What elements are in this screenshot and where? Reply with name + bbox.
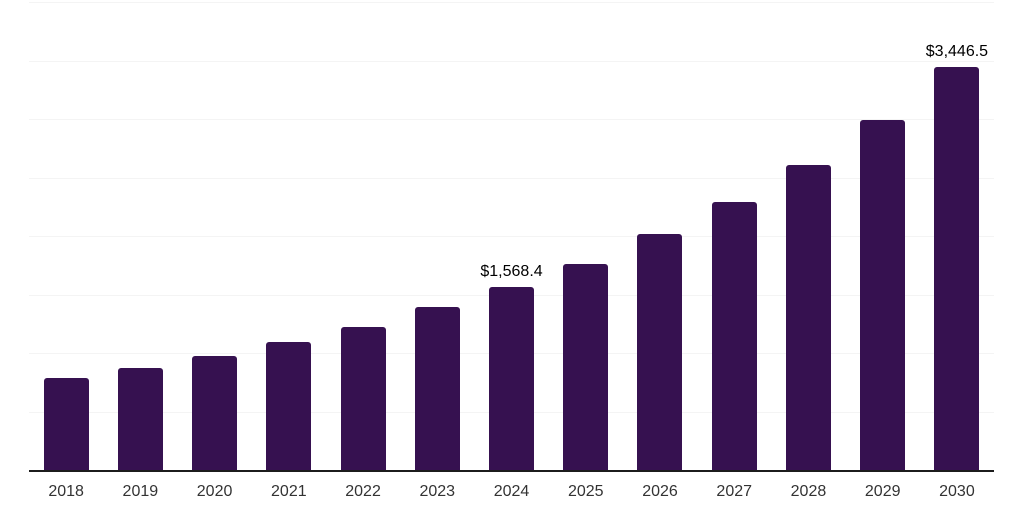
gridline-2500: [29, 177, 994, 179]
x-tick-2018: 2018: [48, 483, 84, 500]
x-tick-2023: 2023: [419, 483, 456, 500]
bar-column-2018: [29, 2, 103, 470]
bar-column-2023: [400, 2, 474, 470]
x-tick-2029: 2029: [864, 483, 901, 500]
bar-2020: [192, 355, 238, 470]
x-tick-2030: 2030: [939, 483, 975, 500]
bar-column-2030: $3,446.5: [920, 2, 994, 470]
bar-column-2021: [252, 2, 326, 470]
bar-column-2022: [326, 2, 400, 470]
bar-2019: [117, 368, 163, 470]
x-tick-2025: 2025: [567, 483, 604, 500]
bar-2029: [860, 119, 906, 470]
x-tick-2026: 2026: [642, 483, 678, 500]
x-tick-2024: 2024: [493, 483, 530, 500]
x-tick-2021: 2021: [271, 483, 307, 500]
bar-column-2020: [177, 2, 251, 470]
bar-2024: [489, 286, 535, 470]
plot-area: $1,568.4 $3,446.5: [29, 2, 994, 472]
x-axis: 2018 2019 2020 2021 2022 2023 2024 2025 2026 2027…: [29, 472, 994, 501]
x-tick-2028: 2028: [790, 483, 827, 500]
bar-column-2025: [549, 2, 623, 470]
bar-2025: [563, 263, 609, 470]
bar-2027: [711, 201, 757, 470]
data-label-2024: $1,568.4: [480, 262, 543, 280]
bar-column-2019: [103, 2, 177, 470]
gridline-3000: [29, 119, 994, 120]
bars: $1,568.4 $3,446.5: [29, 2, 994, 470]
bar-column-2029: [846, 2, 920, 470]
bar-2021: [266, 341, 312, 470]
bar-2023: [414, 307, 460, 470]
gridline-4000: [29, 2, 994, 3]
gridline-3500: [29, 60, 994, 62]
x-tick-2020: 2020: [196, 483, 233, 500]
data-label-2030: $3,446.5: [925, 42, 989, 60]
bar-2030: [934, 66, 980, 470]
bar-2018: [43, 378, 89, 470]
bar-column-2027: [697, 2, 771, 470]
x-tick-2027: 2027: [716, 483, 753, 500]
x-tick-2019: 2019: [122, 483, 159, 500]
gridline-2000: [29, 236, 994, 237]
x-tick-2022: 2022: [345, 483, 381, 500]
bar-2028: [785, 164, 831, 470]
bar-column-2026: [623, 2, 697, 470]
bar-2026: [637, 234, 683, 470]
bar-column-2028: [771, 2, 845, 470]
bar-column-2024: $1,568.4: [474, 2, 548, 470]
bar-2022: [340, 327, 386, 470]
